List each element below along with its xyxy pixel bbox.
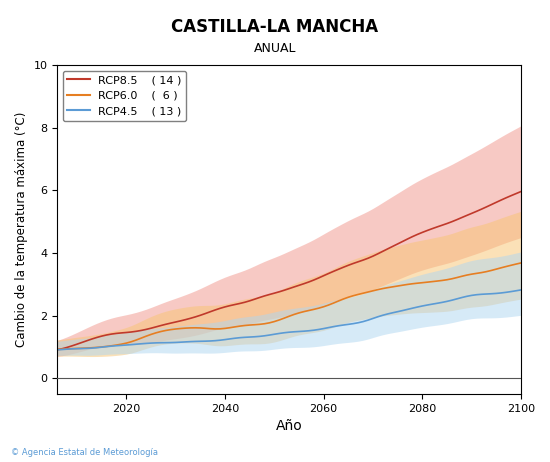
Text: © Agencia Estatal de Meteorología: © Agencia Estatal de Meteorología: [11, 449, 158, 457]
Text: CASTILLA-LA MANCHA: CASTILLA-LA MANCHA: [172, 18, 378, 36]
Text: ANUAL: ANUAL: [254, 42, 296, 55]
Legend: RCP8.5    ( 14 ), RCP6.0    (  6 ), RCP4.5    ( 13 ): RCP8.5 ( 14 ), RCP6.0 ( 6 ), RCP4.5 ( 13…: [63, 71, 186, 121]
X-axis label: Año: Año: [276, 419, 303, 433]
Y-axis label: Cambio de la temperatura máxima (°C): Cambio de la temperatura máxima (°C): [15, 112, 28, 347]
